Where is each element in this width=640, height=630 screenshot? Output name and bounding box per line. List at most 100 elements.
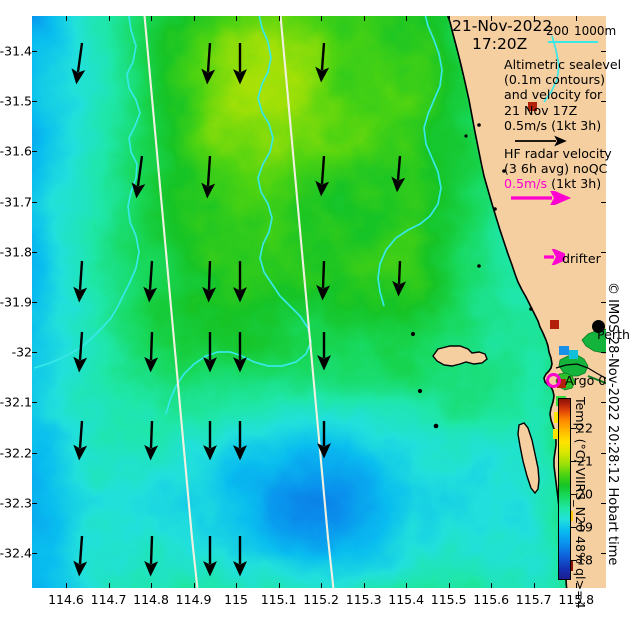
colorbar-tick-mark — [571, 527, 576, 529]
longitude-tick-label: 115.4 — [388, 592, 425, 607]
longitude-tick-mark — [236, 583, 238, 588]
islet-dot — [493, 207, 497, 211]
drifter-marker-icon — [544, 249, 565, 265]
longitude-tick-mark — [321, 583, 323, 588]
swan-river-line — [555, 363, 606, 380]
latitude-tick-mark — [601, 552, 606, 554]
argo-float-marker[interactable] — [546, 373, 561, 388]
latitude-tick-mark — [32, 352, 37, 354]
latitude-tick-mark — [32, 251, 37, 253]
latitude-tick-label: -32.1 — [0, 394, 32, 410]
islet-dot — [410, 331, 416, 337]
altimetric-legend-line: (0.1m contours) — [504, 72, 606, 88]
colorbar-tick-label: 20 — [577, 486, 593, 502]
longitude-tick-mark — [108, 583, 110, 588]
latitude-tick-mark — [32, 452, 37, 454]
longitude-tick-label: 115.7 — [515, 592, 552, 607]
longitude-tick-mark — [108, 16, 110, 21]
latitude-tick-mark — [32, 101, 37, 103]
latitude-tick-mark — [32, 302, 37, 303]
longitude-tick-mark — [278, 583, 280, 588]
longitude-tick-mark — [66, 583, 67, 588]
latitude-tick-mark — [601, 101, 606, 103]
islet-dot — [464, 134, 468, 138]
latitude-tick-label: -31.6 — [0, 143, 32, 159]
longitude-tick-mark — [193, 583, 195, 588]
longitude-tick-mark — [576, 583, 578, 588]
altimetric-legend-line: 21 Nov 17Z — [504, 102, 578, 118]
islet-dot — [529, 307, 533, 311]
latitude-tick-mark — [32, 402, 37, 404]
longitude-tick-label: 115.6 — [473, 592, 510, 607]
hf-radar-velocity-arrow-icon — [511, 190, 572, 205]
hf-radar-legend-line3: 0.5m/s (1kt 3h) — [504, 176, 612, 191]
longitude-tick-mark — [321, 16, 323, 21]
longitude-tick-label: 115.2 — [303, 592, 340, 607]
perth-urban-area — [581, 328, 606, 354]
latitude-tick-mark — [32, 502, 37, 504]
islet-dot — [477, 264, 481, 268]
latitude-tick-mark — [601, 352, 606, 354]
colorbar-tick-label: 21 — [577, 453, 593, 469]
latitude-tick-label: -32.2 — [0, 445, 32, 461]
longitude-tick-mark — [278, 16, 280, 21]
hf-radar-speed-rest: (1kt 3h) — [547, 176, 602, 192]
longitude-tick-mark — [151, 583, 153, 588]
altimetric-velocity-arrow-icon — [515, 135, 567, 147]
latitude-tick-mark — [601, 502, 606, 504]
latitude-tick-mark — [32, 51, 37, 53]
colorbar-tick-mark — [571, 460, 576, 462]
latitude-tick-label: -31.5 — [0, 93, 32, 109]
hf-radar-speed-value: 0.5m/s — [504, 176, 548, 192]
colorbar-tick-mark — [571, 427, 576, 429]
map-plot-area[interactable] — [32, 16, 606, 588]
longitude-tick-mark — [576, 16, 578, 21]
islet-dot — [477, 123, 481, 127]
altimetric-legend-line: Altimetric sealevel — [504, 57, 622, 72]
colorbar-tick-label: 19 — [577, 519, 593, 535]
overlay-vector-layer — [33, 16, 560, 588]
latitude-tick-label: -32.4 — [0, 545, 32, 561]
latitude-tick-mark — [32, 552, 37, 554]
velocity-arrow-field — [71, 42, 407, 577]
coastal-pixel-i — [557, 379, 566, 388]
latitude-tick-label: -32 — [11, 344, 32, 360]
longitude-tick-mark — [406, 16, 408, 21]
imos-credit-text: © IMOS 28-Nov-2022 20:28:12 Hobart time — [605, 282, 620, 566]
latitude-tick-label: -31.8 — [0, 244, 32, 260]
islet-dot — [502, 169, 506, 173]
latitude-tick-mark — [601, 151, 606, 153]
hf-radar-legend-line1: HF radar velocity — [504, 146, 612, 161]
longitude-tick-mark — [236, 16, 238, 21]
longitude-tick-label: 115.1 — [260, 592, 297, 607]
coastal-pixel-j — [528, 102, 537, 111]
longitude-tick-label: 115.5 — [430, 592, 467, 607]
longitude-tick-label: 115.8 — [558, 592, 595, 607]
longitude-tick-mark — [491, 583, 493, 588]
river-channel-east — [587, 375, 606, 385]
longitude-tick-mark — [491, 16, 493, 21]
coastal-pixel-h — [550, 320, 559, 329]
latitude-tick-mark — [32, 201, 37, 203]
drifter-label: drifter — [562, 251, 601, 266]
longitude-tick-mark — [533, 583, 535, 588]
latitude-tick-mark — [32, 151, 37, 153]
latitude-tick-mark — [601, 302, 606, 303]
scalebar-outer-label: 1000m — [574, 24, 617, 38]
islet-dot — [433, 423, 439, 429]
latitude-tick-mark — [601, 402, 606, 404]
longitude-tick-mark — [363, 16, 365, 21]
latitude-tick-label: -31.4 — [0, 43, 32, 59]
longitude-tick-mark — [66, 16, 67, 21]
colorbar-title: Temp. (°C) VIIRS_N20 48% ql>=4 — [573, 397, 588, 609]
latitude-tick-label: -31.7 — [0, 194, 32, 210]
latitude-tick-label: -32.3 — [0, 495, 32, 511]
perth-label: Perth — [597, 327, 630, 342]
map-date-title: 21-Nov-2022 — [452, 17, 553, 35]
altimeter-track-lines — [143, 16, 335, 588]
islet-dot — [417, 388, 423, 394]
rottnest-island — [432, 345, 488, 367]
longitude-tick-label: 114.6 — [48, 592, 84, 607]
coastal-pixel-b — [569, 350, 578, 359]
